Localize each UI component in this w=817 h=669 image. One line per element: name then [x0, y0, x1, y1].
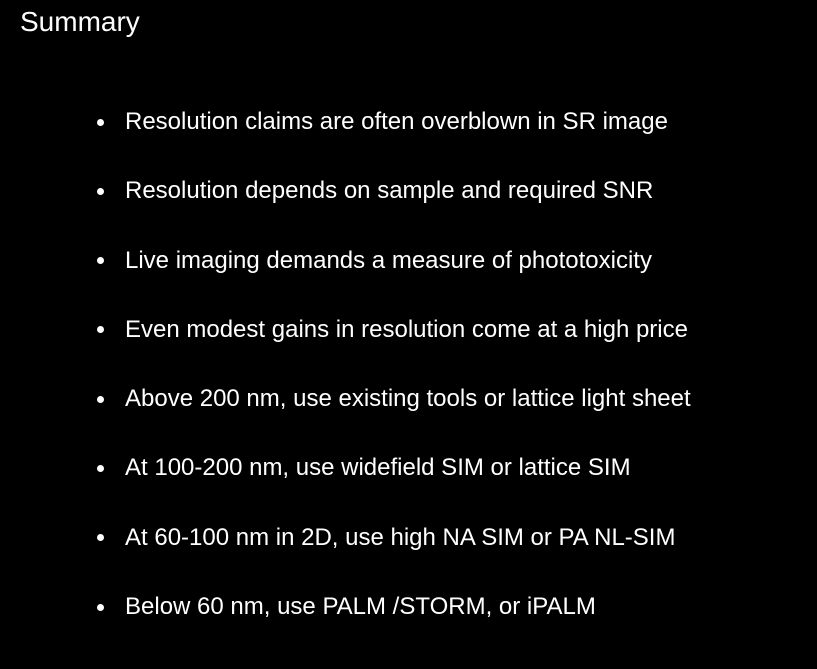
bullet-dot-icon: [97, 395, 104, 403]
bullet-text: Resolution claims are often overblown in…: [125, 108, 668, 135]
bullet-item: At 60-100 nm in 2D, use high NA SIM or P…: [97, 519, 691, 557]
bullet-dot-icon: [97, 464, 104, 472]
bullet-item: Even modest gains in resolution come at …: [97, 311, 691, 349]
bullet-item: Above 200 nm, use existing tools or latt…: [97, 380, 691, 418]
bullet-item: Resolution claims are often overblown in…: [97, 103, 691, 141]
bullet-dot-icon: [97, 118, 104, 126]
bullet-item: Below 60 nm, use PALM /STORM, or iPALM: [97, 588, 691, 626]
bullet-item: Live imaging demands a measure of photot…: [97, 242, 691, 280]
bullet-text: Below 60 nm, use PALM /STORM, or iPALM: [125, 593, 596, 621]
bullet-item: Resolution depends on sample and require…: [97, 172, 691, 210]
bullet-text: At 60-100 nm in 2D, use high NA SIM or P…: [125, 523, 676, 551]
bullet-item: At 100-200 nm, use widefield SIM or latt…: [97, 449, 691, 487]
bullet-list: Resolution claims are often overblown in…: [97, 103, 691, 657]
bullet-dot-icon: [97, 603, 104, 611]
bullet-text: Even modest gains in resolution come at …: [125, 315, 688, 343]
bullet-dot-icon: [97, 326, 104, 334]
bullet-text: Live imaging demands a measure of photot…: [125, 246, 652, 274]
bullet-dot-icon: [97, 534, 104, 542]
bullet-dot-icon: [97, 257, 104, 265]
bullet-dot-icon: [97, 187, 104, 195]
bullet-text: Resolution depends on sample and require…: [125, 177, 654, 205]
slide-title: Summary: [20, 6, 140, 37]
bullet-text: At 100-200 nm, use widefield SIM or latt…: [125, 454, 631, 482]
bullet-text: Above 200 nm, use existing tools or latt…: [125, 385, 691, 413]
